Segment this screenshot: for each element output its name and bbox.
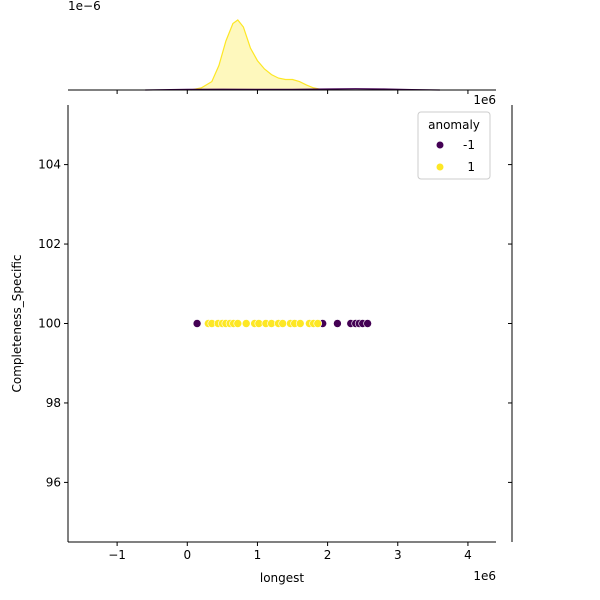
legend-label-0: -1 (463, 138, 475, 152)
legend-marker-0 (436, 141, 444, 149)
x-offset-text: 1e6 (473, 569, 496, 583)
point-neg1-7 (363, 319, 372, 328)
y-tick-label-3: 102 (38, 237, 61, 251)
y-tick-label-2: 100 (38, 317, 61, 331)
y-axis-label: Completeness_Specific (10, 254, 24, 392)
point-1-20 (313, 319, 323, 328)
x-tick-label-5: 4 (464, 548, 472, 562)
point-1-8 (241, 319, 251, 328)
marginal-density-line-1 (190, 19, 328, 91)
point-1-14 (278, 319, 288, 328)
marginal-offset-text: 1e−6 (68, 0, 101, 13)
y-tick-label-0: 96 (46, 475, 61, 489)
x-tick-label-1: 0 (183, 548, 191, 562)
marginal-x-ticks (116, 90, 469, 94)
scatter-points (192, 319, 372, 328)
x-tick-label-4: 3 (394, 548, 402, 562)
marginal-y-density (508, 105, 513, 542)
main-axes: −1 0 1 2 3 4 96 98 100 102 104 longest Completene… (10, 93, 496, 585)
x-axis-label: longest (260, 571, 305, 585)
marginal-density-fill-1 (190, 20, 328, 90)
x-axis-ticks: −1 0 1 2 3 4 (108, 542, 472, 562)
legend-box (417, 111, 491, 180)
legend-marker-1 (436, 163, 444, 171)
marginal-y-ticks (508, 164, 512, 483)
x-tick-label-0: −1 (108, 548, 126, 562)
marginal-x-offset-text: 1e6 (473, 93, 496, 107)
marginal-x-density: 1e−6 (68, 0, 496, 94)
y-tick-label-4: 104 (38, 158, 61, 172)
x-tick-label-3: 2 (324, 548, 332, 562)
legend-entries: -1 1 (436, 138, 475, 174)
y-tick-label-1: 98 (46, 396, 61, 410)
legend-title: anomaly (428, 118, 480, 132)
point-neg1-2 (333, 319, 342, 328)
legend: anomaly -1 1 (417, 111, 491, 180)
legend-label-1: 1 (467, 160, 475, 174)
y-axis-ticks: 96 98 100 102 104 (38, 158, 68, 489)
point-neg1-0 (192, 319, 202, 328)
point-1-17 (295, 319, 305, 328)
x-tick-label-2: 1 (254, 548, 262, 562)
point-1-7 (233, 319, 243, 328)
marginal-density-line-neg1 (145, 88, 440, 91)
